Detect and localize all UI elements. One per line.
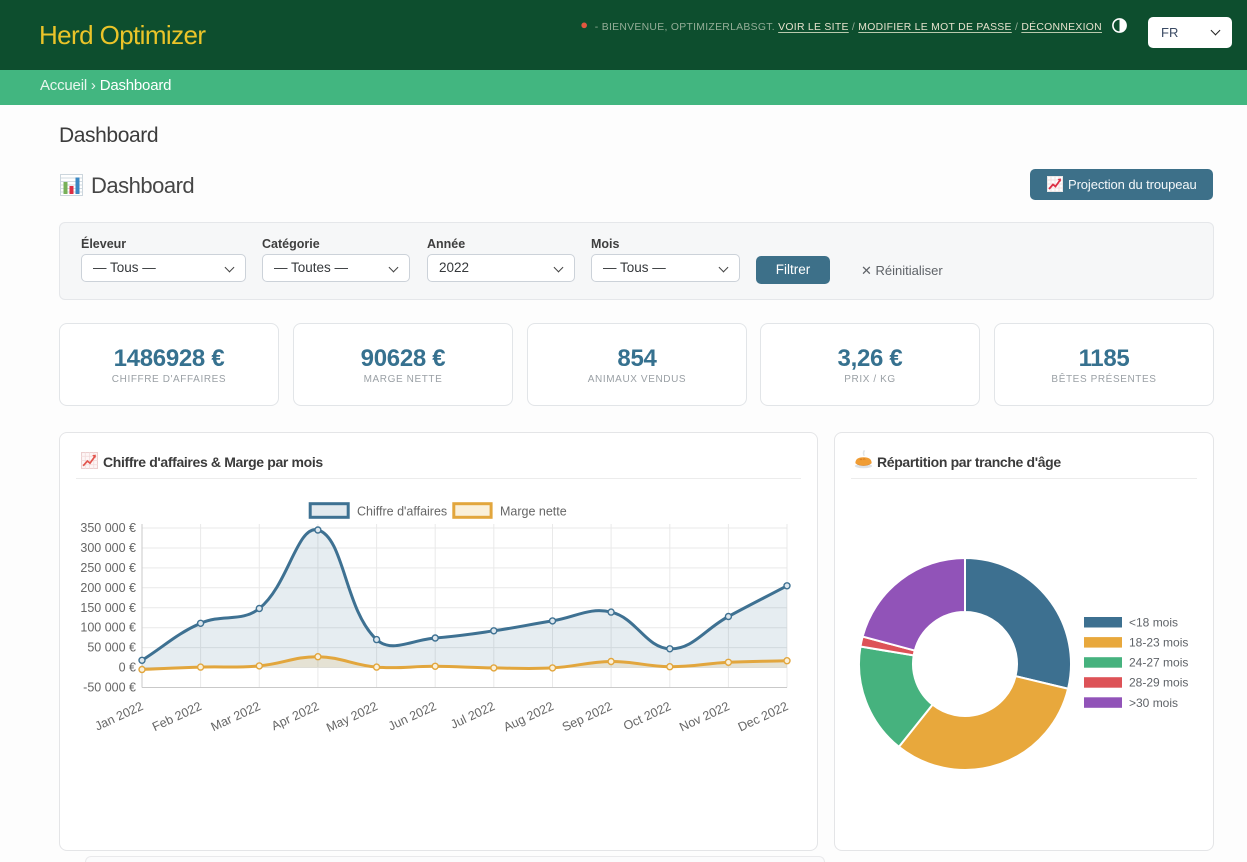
svg-text:50 000 €: 50 000 € bbox=[87, 641, 136, 655]
svg-text:Chiffre d'affaires: Chiffre d'affaires bbox=[357, 505, 447, 519]
svg-text:Sep 2022: Sep 2022 bbox=[560, 699, 614, 734]
svg-text:Marge nette: Marge nette bbox=[500, 505, 567, 519]
svg-text:Dec 2022: Dec 2022 bbox=[736, 699, 790, 734]
svg-text:300 000 €: 300 000 € bbox=[80, 541, 136, 555]
svg-text:Aug 2022: Aug 2022 bbox=[501, 699, 555, 734]
svg-text:350 000 €: 350 000 € bbox=[80, 521, 136, 535]
svg-text:Jan 2022: Jan 2022 bbox=[93, 699, 146, 733]
svg-text:May 2022: May 2022 bbox=[324, 699, 380, 735]
svg-text:200 000 €: 200 000 € bbox=[80, 581, 136, 595]
svg-text:Jul 2022: Jul 2022 bbox=[448, 699, 497, 732]
svg-text:Nov 2022: Nov 2022 bbox=[677, 699, 731, 734]
svg-text:>30 mois: >30 mois bbox=[1129, 696, 1178, 710]
svg-text:28-29 mois: 28-29 mois bbox=[1129, 676, 1188, 690]
svg-text:<18 mois: <18 mois bbox=[1129, 616, 1178, 630]
svg-text:-50 000 €: -50 000 € bbox=[83, 681, 136, 695]
svg-text:0 €: 0 € bbox=[119, 661, 136, 675]
svg-text:Apr 2022: Apr 2022 bbox=[269, 699, 321, 733]
svg-text:24-27 mois: 24-27 mois bbox=[1129, 656, 1188, 670]
svg-text:Oct 2022: Oct 2022 bbox=[621, 699, 673, 733]
svg-text:Feb 2022: Feb 2022 bbox=[150, 699, 204, 734]
svg-text:18-23 mois: 18-23 mois bbox=[1129, 636, 1188, 650]
svg-text:150 000 €: 150 000 € bbox=[80, 601, 136, 615]
svg-text:250 000 €: 250 000 € bbox=[80, 561, 136, 575]
svg-text:Mar 2022: Mar 2022 bbox=[209, 699, 263, 734]
svg-text:Jun 2022: Jun 2022 bbox=[386, 699, 439, 733]
svg-text:100 000 €: 100 000 € bbox=[80, 621, 136, 635]
